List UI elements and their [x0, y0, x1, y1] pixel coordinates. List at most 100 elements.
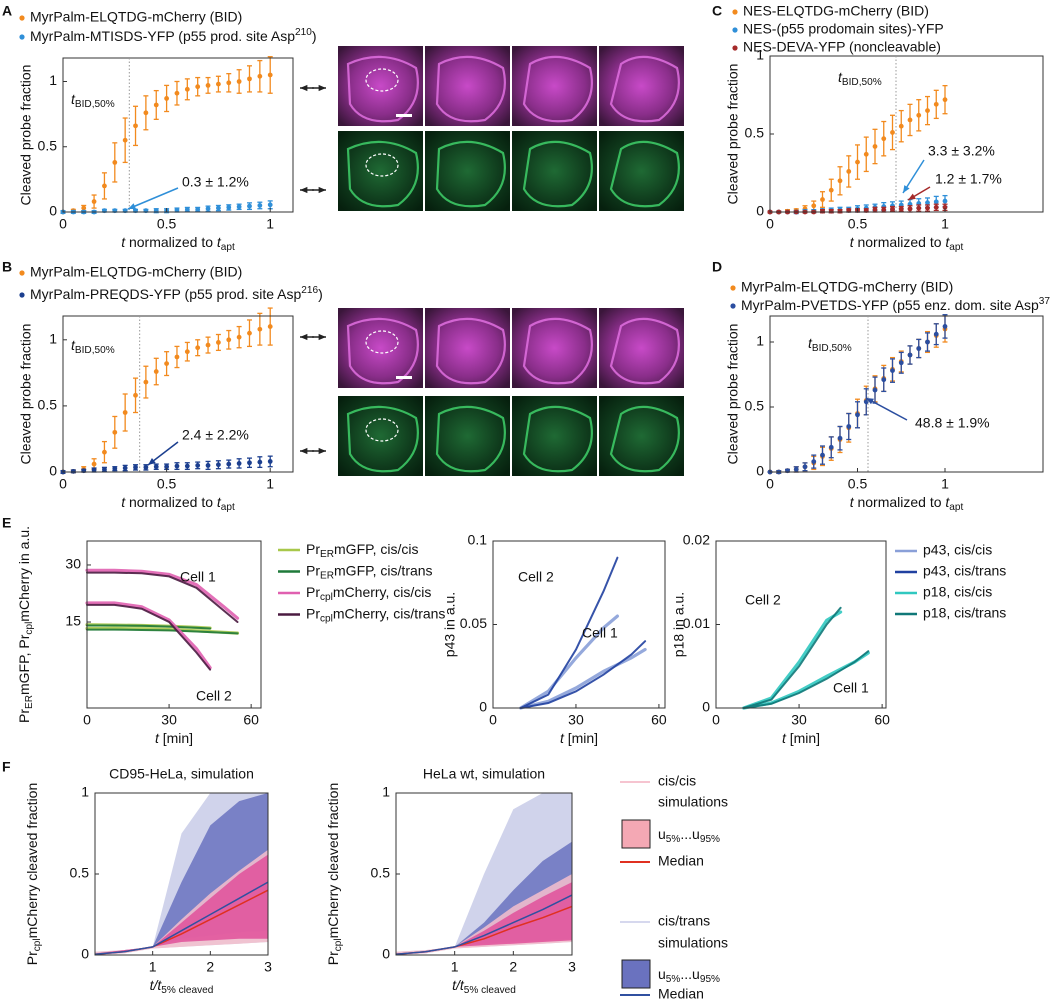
x-tick-label: 1 — [451, 959, 459, 975]
annotation: Cell 2 — [196, 688, 232, 704]
x-tick-label: 0.5 — [157, 476, 177, 492]
annotation: 1.2 ± 1.7% — [935, 171, 1002, 187]
text-part: ...u — [680, 826, 699, 842]
y-axis-label: p43 in a.u. — [442, 592, 458, 657]
y-tick-label: 0 — [756, 203, 764, 219]
data-point — [942, 324, 948, 329]
data-point — [942, 198, 948, 204]
link-arrow-head — [300, 333, 308, 341]
text-part: apt — [949, 242, 963, 253]
x-tick-label: 60 — [874, 712, 890, 728]
data-point — [184, 86, 190, 92]
cell-outline — [346, 140, 419, 208]
data-point — [236, 334, 242, 340]
text-part: t — [155, 730, 160, 746]
data-point — [881, 377, 887, 383]
legend-marker — [19, 270, 25, 276]
legend-label: Median — [658, 986, 704, 1002]
data-point — [820, 197, 825, 202]
text-part: BID,50% — [75, 345, 115, 356]
data-point — [257, 73, 263, 79]
cell-outline — [435, 140, 506, 208]
data-point — [267, 324, 273, 329]
data-point — [247, 460, 252, 466]
data-point — [907, 206, 913, 212]
x-tick-label: 3 — [264, 959, 272, 975]
scale-bar — [396, 376, 412, 379]
data-point — [174, 463, 180, 469]
text-part: cpl — [333, 938, 344, 951]
data-point — [236, 204, 242, 210]
cell-outline — [522, 405, 593, 473]
annotation-arrow — [127, 187, 179, 210]
y-tick-label: 0.5 — [38, 397, 58, 413]
data-point — [898, 360, 904, 366]
micrograph-tile — [599, 131, 684, 211]
legend-label: MyrPalm-PREQDS-YFP (p55 prod. site Asp21… — [30, 285, 323, 302]
data-point — [267, 459, 273, 464]
micrograph-tile — [425, 396, 510, 476]
data-point — [112, 160, 118, 165]
cell-outline — [609, 55, 680, 123]
legend-marker — [19, 34, 25, 40]
data-point — [863, 151, 869, 157]
data-point — [863, 399, 869, 405]
text-part: 216 — [301, 285, 318, 296]
data-point — [846, 424, 852, 429]
data-point — [257, 326, 263, 332]
data-point — [216, 81, 221, 87]
legend-label: NES-DEVA-YFP (noncleavable) — [743, 39, 941, 55]
data-point — [828, 208, 834, 214]
micrograph-tile — [425, 46, 510, 126]
median-line — [395, 894, 573, 955]
data-point — [837, 178, 843, 184]
text-part: [min] — [159, 730, 193, 746]
data-point — [112, 429, 118, 435]
data-point — [257, 459, 263, 465]
data-point — [855, 412, 860, 418]
text-part: Pr — [306, 605, 320, 621]
data-point — [226, 337, 232, 343]
annotation: 3.3 ± 3.2% — [928, 143, 995, 159]
x-tick-label: 30 — [161, 712, 177, 728]
text-part: t — [782, 730, 787, 746]
data-point — [890, 206, 895, 212]
data-point — [247, 203, 252, 209]
micrograph-tile — [338, 308, 423, 388]
y-tick-label: 0 — [702, 699, 710, 715]
text-part: cpl — [32, 938, 43, 951]
text-part: mGFP, Pr — [16, 634, 32, 695]
y-tick-label: 1 — [81, 784, 89, 800]
text-part: 5% cleaved — [161, 985, 213, 996]
legend-label: cis/trans — [658, 913, 710, 929]
data-point — [942, 204, 948, 210]
micrograph-tile — [338, 46, 423, 126]
x-tick-label: 1 — [266, 216, 274, 232]
text-part: Pr — [306, 584, 320, 600]
text-part: mCherry cleaved fraction — [24, 783, 40, 939]
panel-letter: C — [712, 3, 722, 19]
y-tick-label: 0 — [49, 203, 57, 219]
data-point — [820, 208, 825, 214]
text-part: ) — [312, 28, 317, 44]
data-point — [881, 136, 887, 142]
y-tick-label: 1 — [49, 330, 57, 346]
data-point — [184, 206, 190, 212]
x-tick-label: 60 — [243, 712, 259, 728]
link-arrow-head — [318, 186, 326, 194]
legend-marker — [19, 292, 25, 298]
chart-title: CD95-HeLa, simulation — [109, 766, 254, 782]
data-point — [153, 102, 159, 108]
y-tick-label: 0 — [479, 699, 487, 715]
text-part: normalized to — [125, 494, 217, 510]
data-point — [153, 464, 159, 470]
y-tick-label: 0.5 — [745, 125, 765, 141]
cell-outline — [346, 405, 419, 473]
legend-label: PrcplmCherry, cis/cis — [306, 584, 431, 603]
data-point — [205, 206, 211, 212]
reference-label: tBID,50% — [808, 335, 852, 354]
text-part: 374 — [1039, 296, 1050, 307]
data-point — [828, 187, 834, 193]
data-point — [933, 199, 939, 205]
